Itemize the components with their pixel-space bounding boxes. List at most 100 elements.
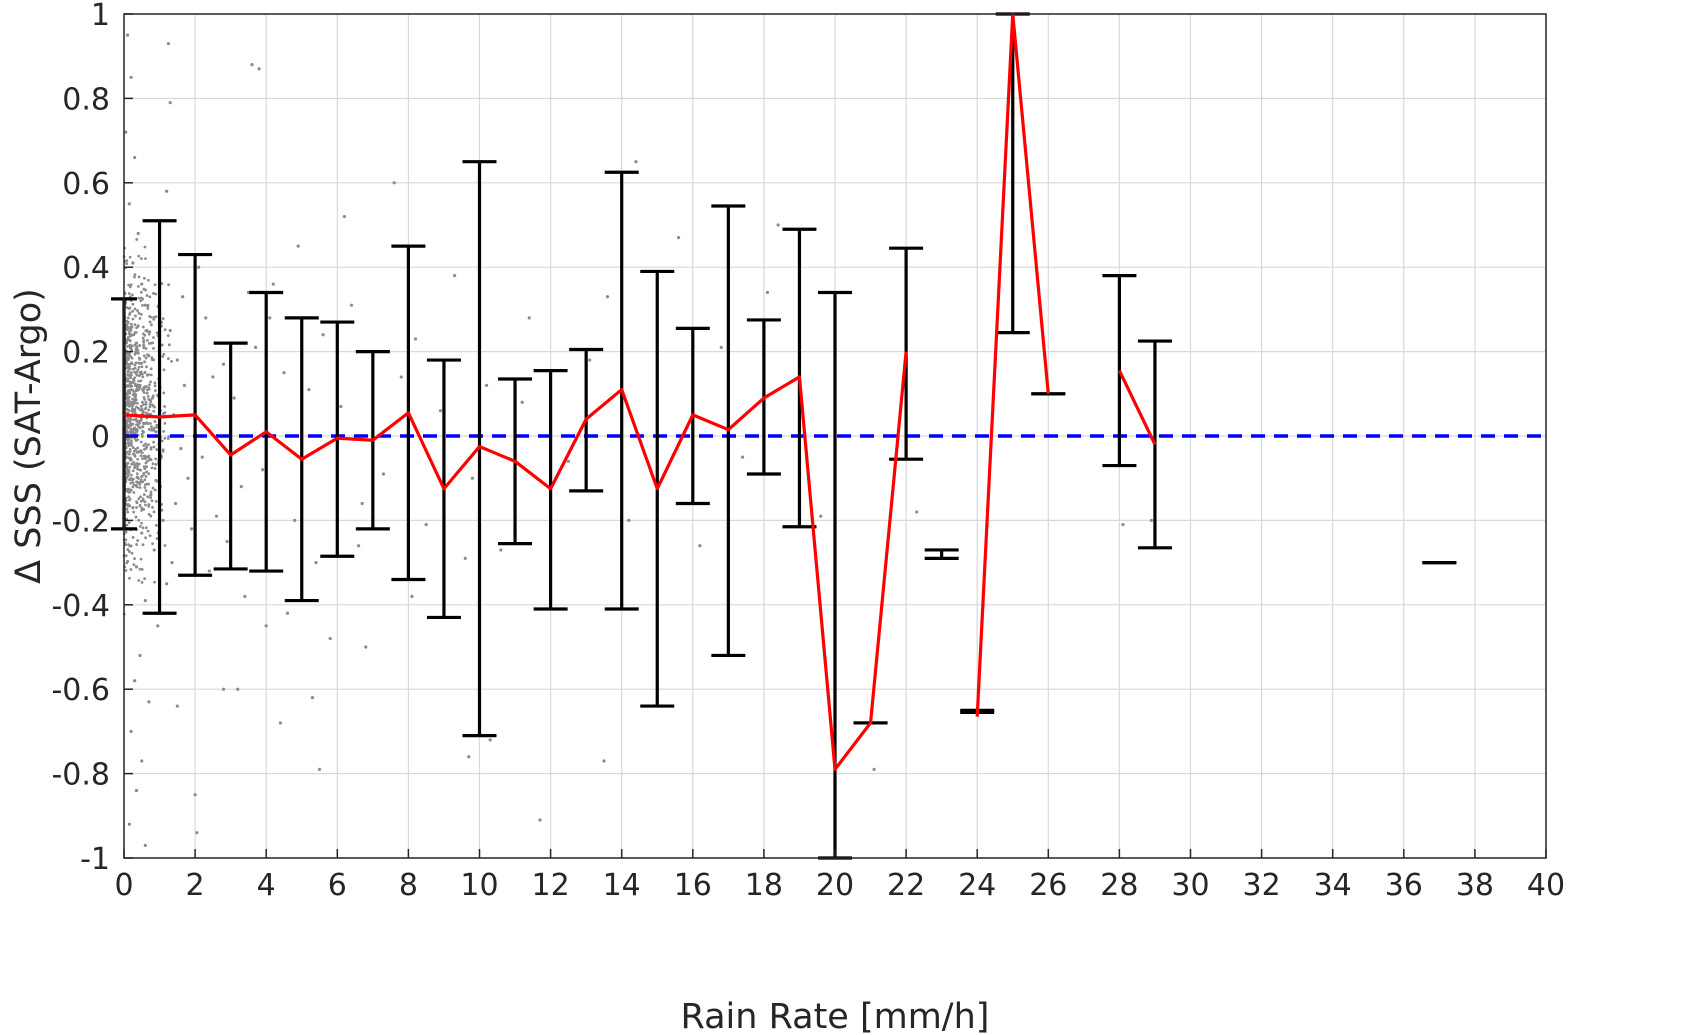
scatter-point — [146, 307, 150, 310]
scatter-point — [250, 63, 254, 67]
scatter-point — [153, 381, 157, 385]
scatter-point — [130, 462, 134, 466]
scatter-point — [149, 490, 153, 494]
scatter-point — [127, 478, 131, 482]
scatter-point — [257, 67, 261, 71]
scatter-point — [133, 353, 137, 356]
scatter-point — [138, 426, 142, 430]
x-tick-label: 40 — [1527, 868, 1565, 903]
scatter-point — [131, 317, 135, 321]
scatter-point — [146, 529, 150, 533]
scatter-point — [126, 399, 130, 403]
scatter-point — [127, 426, 131, 430]
scatter-point — [133, 155, 137, 160]
scatter-point — [145, 365, 148, 369]
scatter-point — [132, 491, 136, 494]
scatter-point — [175, 358, 179, 362]
scatter-point — [143, 447, 146, 451]
x-tick-label: 36 — [1385, 868, 1423, 903]
scatter-point — [168, 101, 172, 105]
scatter-point — [128, 400, 132, 404]
scatter-point — [133, 275, 136, 279]
scatter-point — [133, 679, 137, 683]
y-tick-label: -1 — [80, 842, 110, 877]
scatter-point — [128, 497, 132, 501]
scatter-point — [150, 466, 154, 470]
scatter-point — [135, 476, 139, 479]
scatter-point — [162, 368, 166, 372]
scatter-point — [163, 544, 167, 547]
scatter-point — [147, 332, 151, 336]
x-tick-label: 0 — [114, 868, 133, 903]
scatter-point — [179, 447, 183, 451]
scatter-point — [364, 645, 368, 649]
scatter-point — [134, 515, 138, 519]
scatter-point — [139, 299, 143, 303]
scatter-point — [125, 463, 129, 467]
scatter-point — [131, 309, 135, 313]
scatter-point — [139, 499, 143, 503]
scatter-point — [154, 523, 158, 527]
scatter-point — [139, 404, 143, 408]
scatter-point — [142, 354, 146, 358]
scatter-point — [136, 438, 139, 442]
scatter-point — [137, 275, 141, 279]
scatter-point — [136, 539, 140, 542]
scatter-point — [127, 408, 131, 412]
scatter-point — [133, 366, 137, 370]
scatter-point — [126, 358, 130, 361]
scatter-point — [134, 788, 139, 793]
scatter-point — [143, 478, 147, 482]
scatter-point — [126, 548, 130, 551]
scatter-point — [147, 454, 151, 458]
scatter-point — [131, 367, 135, 371]
scatter-point — [130, 325, 134, 329]
scatter-point — [131, 480, 135, 484]
scatter-point — [128, 332, 131, 336]
scatter-point — [144, 526, 148, 530]
y-tick-label: 0.6 — [62, 167, 110, 202]
scatter-point — [131, 506, 135, 510]
scatter-point — [126, 325, 130, 329]
scatter-point — [147, 512, 151, 516]
scatter-point — [124, 362, 128, 366]
scatter-point — [438, 409, 442, 413]
scatter-point — [261, 468, 265, 472]
scatter-point — [124, 392, 128, 396]
scatter-point — [142, 508, 146, 511]
scatter-point — [130, 443, 133, 447]
x-tick-label: 6 — [328, 868, 347, 903]
scatter-point — [155, 423, 159, 427]
scatter-point — [134, 350, 138, 353]
scatter-point — [170, 360, 173, 363]
x-tick-label: 4 — [257, 868, 276, 903]
scatter-point — [127, 364, 131, 368]
scatter-point — [128, 465, 132, 469]
scatter-point — [129, 439, 133, 443]
scatter-point — [135, 405, 138, 409]
scatter-point — [145, 294, 149, 297]
x-tick-label: 22 — [887, 868, 925, 903]
scatter-point — [137, 462, 141, 466]
scatter-point — [357, 544, 361, 548]
scatter-point — [135, 373, 139, 377]
scatter-point — [149, 458, 153, 462]
scatter-point — [135, 500, 139, 504]
scatter-point — [127, 469, 131, 472]
scatter-point — [143, 598, 147, 603]
scatter-point — [156, 624, 160, 628]
scatter-point — [124, 569, 128, 572]
scatter-point — [134, 314, 137, 318]
scatter-point — [485, 383, 489, 387]
scatter-point — [453, 274, 457, 278]
scatter-point — [142, 410, 145, 414]
scatter-point — [126, 510, 130, 514]
scatter-point — [154, 292, 158, 296]
scatter-point — [152, 347, 155, 350]
scatter-point — [133, 466, 136, 470]
scatter-point — [138, 653, 142, 658]
scatter-point — [152, 394, 155, 398]
scatter-point — [142, 493, 146, 497]
scatter-point — [126, 490, 130, 493]
